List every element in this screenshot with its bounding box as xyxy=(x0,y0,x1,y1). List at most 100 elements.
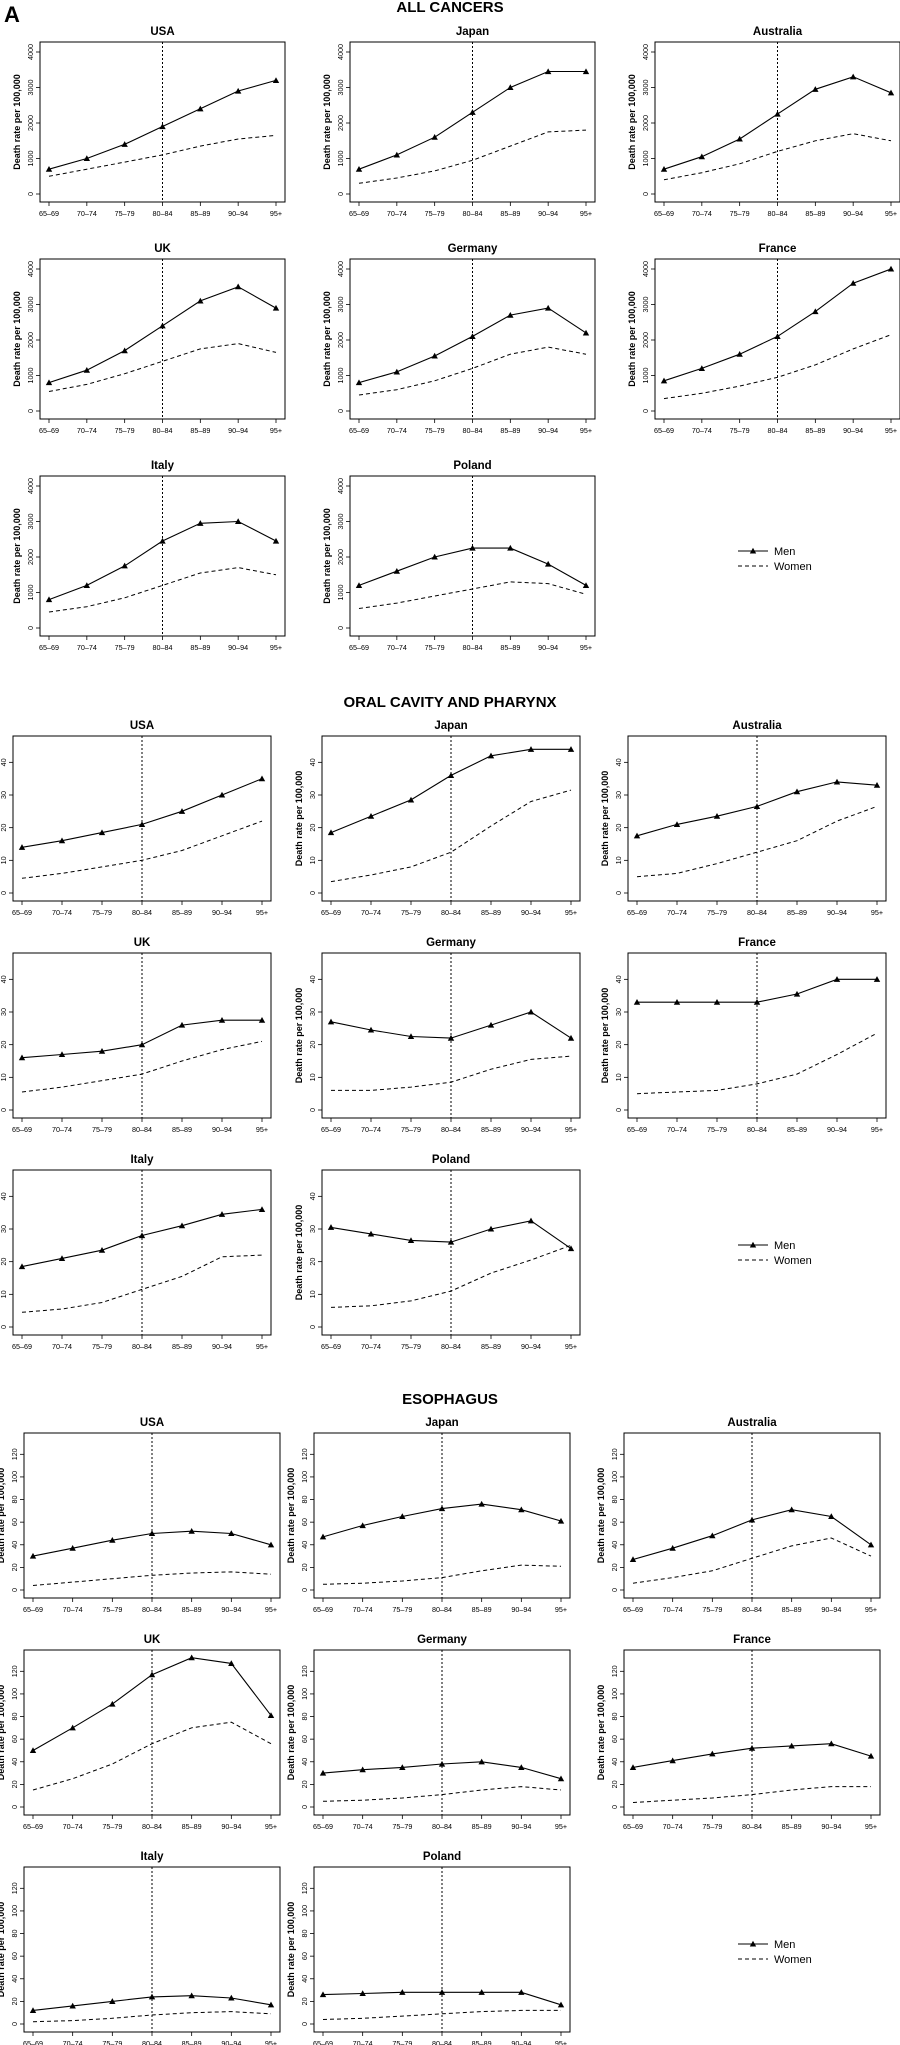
men-data-point xyxy=(258,1016,266,1023)
x-tick-label: 75–79 xyxy=(115,643,135,652)
y-tick-label: 40 xyxy=(614,975,623,983)
men-data-point xyxy=(359,1522,366,1529)
men-data-point xyxy=(327,1224,335,1230)
women-series-line xyxy=(322,2009,561,2020)
x-tick-label: 70–74 xyxy=(63,1822,83,1831)
x-tick-label: 95+ xyxy=(555,1605,567,1614)
x-tick-label: 90–94 xyxy=(212,908,232,917)
men-data-point xyxy=(29,2007,37,2013)
y-tick-label: 80 xyxy=(10,1713,19,1721)
men-data-point xyxy=(234,87,242,94)
men-data-point xyxy=(873,976,881,982)
y-tick-label: 3000 xyxy=(641,80,650,96)
men-data-point xyxy=(83,366,91,373)
y-tick-label: 0 xyxy=(614,1108,623,1112)
men-data-point xyxy=(507,544,514,551)
men-data-point xyxy=(98,1247,106,1253)
y-tick-label: 0 xyxy=(26,626,35,630)
x-tick-label: 85–89 xyxy=(172,1125,192,1134)
legend: Men Women xyxy=(738,1939,812,1966)
men-data-point xyxy=(393,368,401,375)
x-tick-label: 95+ xyxy=(871,1125,883,1134)
y-axis-label: Death rate per 100,000 xyxy=(600,988,610,1084)
x-tick-label: 75–79 xyxy=(702,1605,722,1614)
x-tick-label: 70–74 xyxy=(77,209,97,218)
x-tick-label: 80–84 xyxy=(132,1342,152,1351)
men-data-point xyxy=(518,1764,525,1770)
y-tick-label: 4000 xyxy=(641,261,650,277)
men-data-point xyxy=(567,1034,575,1041)
men-data-point xyxy=(567,746,575,752)
women-series-line xyxy=(48,567,277,613)
men-data-point xyxy=(228,1994,235,2001)
y-tick-label: 1000 xyxy=(641,151,650,167)
men-data-point xyxy=(557,1517,565,1524)
y-tick-label: 10 xyxy=(0,1073,8,1081)
y-tick-label: 0 xyxy=(308,1108,317,1112)
men-data-point xyxy=(507,311,514,318)
men-data-point xyxy=(18,1263,26,1270)
men-data-point xyxy=(469,109,476,115)
y-tick-label: 100 xyxy=(10,1471,19,1483)
x-tick-label: 80–84 xyxy=(463,643,483,652)
panel-uk: UK 0 1000 2000 3000 4000 Death rate per 100,00… xyxy=(12,243,286,435)
men-data-point xyxy=(69,1724,76,1731)
x-tick-label: 70–74 xyxy=(63,1605,83,1614)
men-data-point xyxy=(109,1700,116,1707)
x-tick-label: 70–74 xyxy=(77,426,97,435)
men-data-point xyxy=(159,123,166,130)
men-data-point xyxy=(159,322,166,329)
y-tick-label: 100 xyxy=(300,1688,309,1700)
y-tick-label: 120 xyxy=(300,1665,309,1677)
y-tick-label: 80 xyxy=(10,1496,19,1504)
y-tick-label: 20 xyxy=(300,1780,309,1788)
x-tick-label: 70–74 xyxy=(52,908,72,917)
x-tick-label: 65–69 xyxy=(313,1605,333,1614)
y-tick-label: 0 xyxy=(610,1588,619,1592)
x-tick-label: 90–94 xyxy=(827,908,847,917)
legend: Men Women xyxy=(738,1240,812,1267)
y-tick-label: 20 xyxy=(308,1041,317,1049)
x-tick-label: 75–79 xyxy=(425,643,445,652)
y-tick-label: 2000 xyxy=(26,332,35,348)
y-tick-label: 20 xyxy=(614,1041,623,1049)
panel-title: USA xyxy=(140,1417,164,1429)
men-data-point xyxy=(393,568,401,574)
x-tick-label: 85–89 xyxy=(481,1125,501,1134)
men-data-point xyxy=(660,377,668,384)
men-data-point xyxy=(788,1506,795,1513)
men-data-point xyxy=(83,582,91,588)
men-data-point xyxy=(544,304,552,311)
women-series-line xyxy=(358,346,587,396)
y-tick-label: 40 xyxy=(308,1192,317,1200)
y-tick-label: 20 xyxy=(10,1563,19,1571)
panel-title: Australia xyxy=(753,26,803,38)
x-tick-label: 75–79 xyxy=(92,1125,112,1134)
women-series-line xyxy=(663,133,892,181)
panel-title: UK xyxy=(134,937,151,949)
panel-title: Italy xyxy=(130,1154,154,1166)
y-axis-label: Death rate per 100,000 xyxy=(286,1468,296,1564)
y-axis-label: Death rate per 100,000 xyxy=(12,508,22,604)
x-tick-label: 70–74 xyxy=(361,1125,381,1134)
y-tick-label: 0 xyxy=(26,409,35,413)
men-data-point xyxy=(399,1513,406,1520)
y-tick-label: 3000 xyxy=(641,297,650,313)
x-tick-label: 90–94 xyxy=(521,908,541,917)
men-data-point xyxy=(698,153,706,160)
men-data-point xyxy=(218,1016,226,1023)
y-tick-label: 30 xyxy=(0,1008,8,1016)
y-tick-label: 100 xyxy=(10,1905,19,1917)
y-tick-label: 40 xyxy=(610,1541,619,1549)
men-data-point xyxy=(833,778,841,785)
men-data-point xyxy=(812,308,819,315)
men-data-point xyxy=(833,976,841,982)
men-data-point xyxy=(188,1654,195,1661)
y-tick-label: 4000 xyxy=(336,478,345,494)
men-data-point xyxy=(18,1054,26,1061)
legend-men-label: Men xyxy=(774,546,795,558)
x-tick-label: 95+ xyxy=(265,1822,277,1831)
y-tick-label: 100 xyxy=(300,1905,309,1917)
x-tick-label: 70–74 xyxy=(387,426,407,435)
men-data-point xyxy=(138,1041,146,1048)
